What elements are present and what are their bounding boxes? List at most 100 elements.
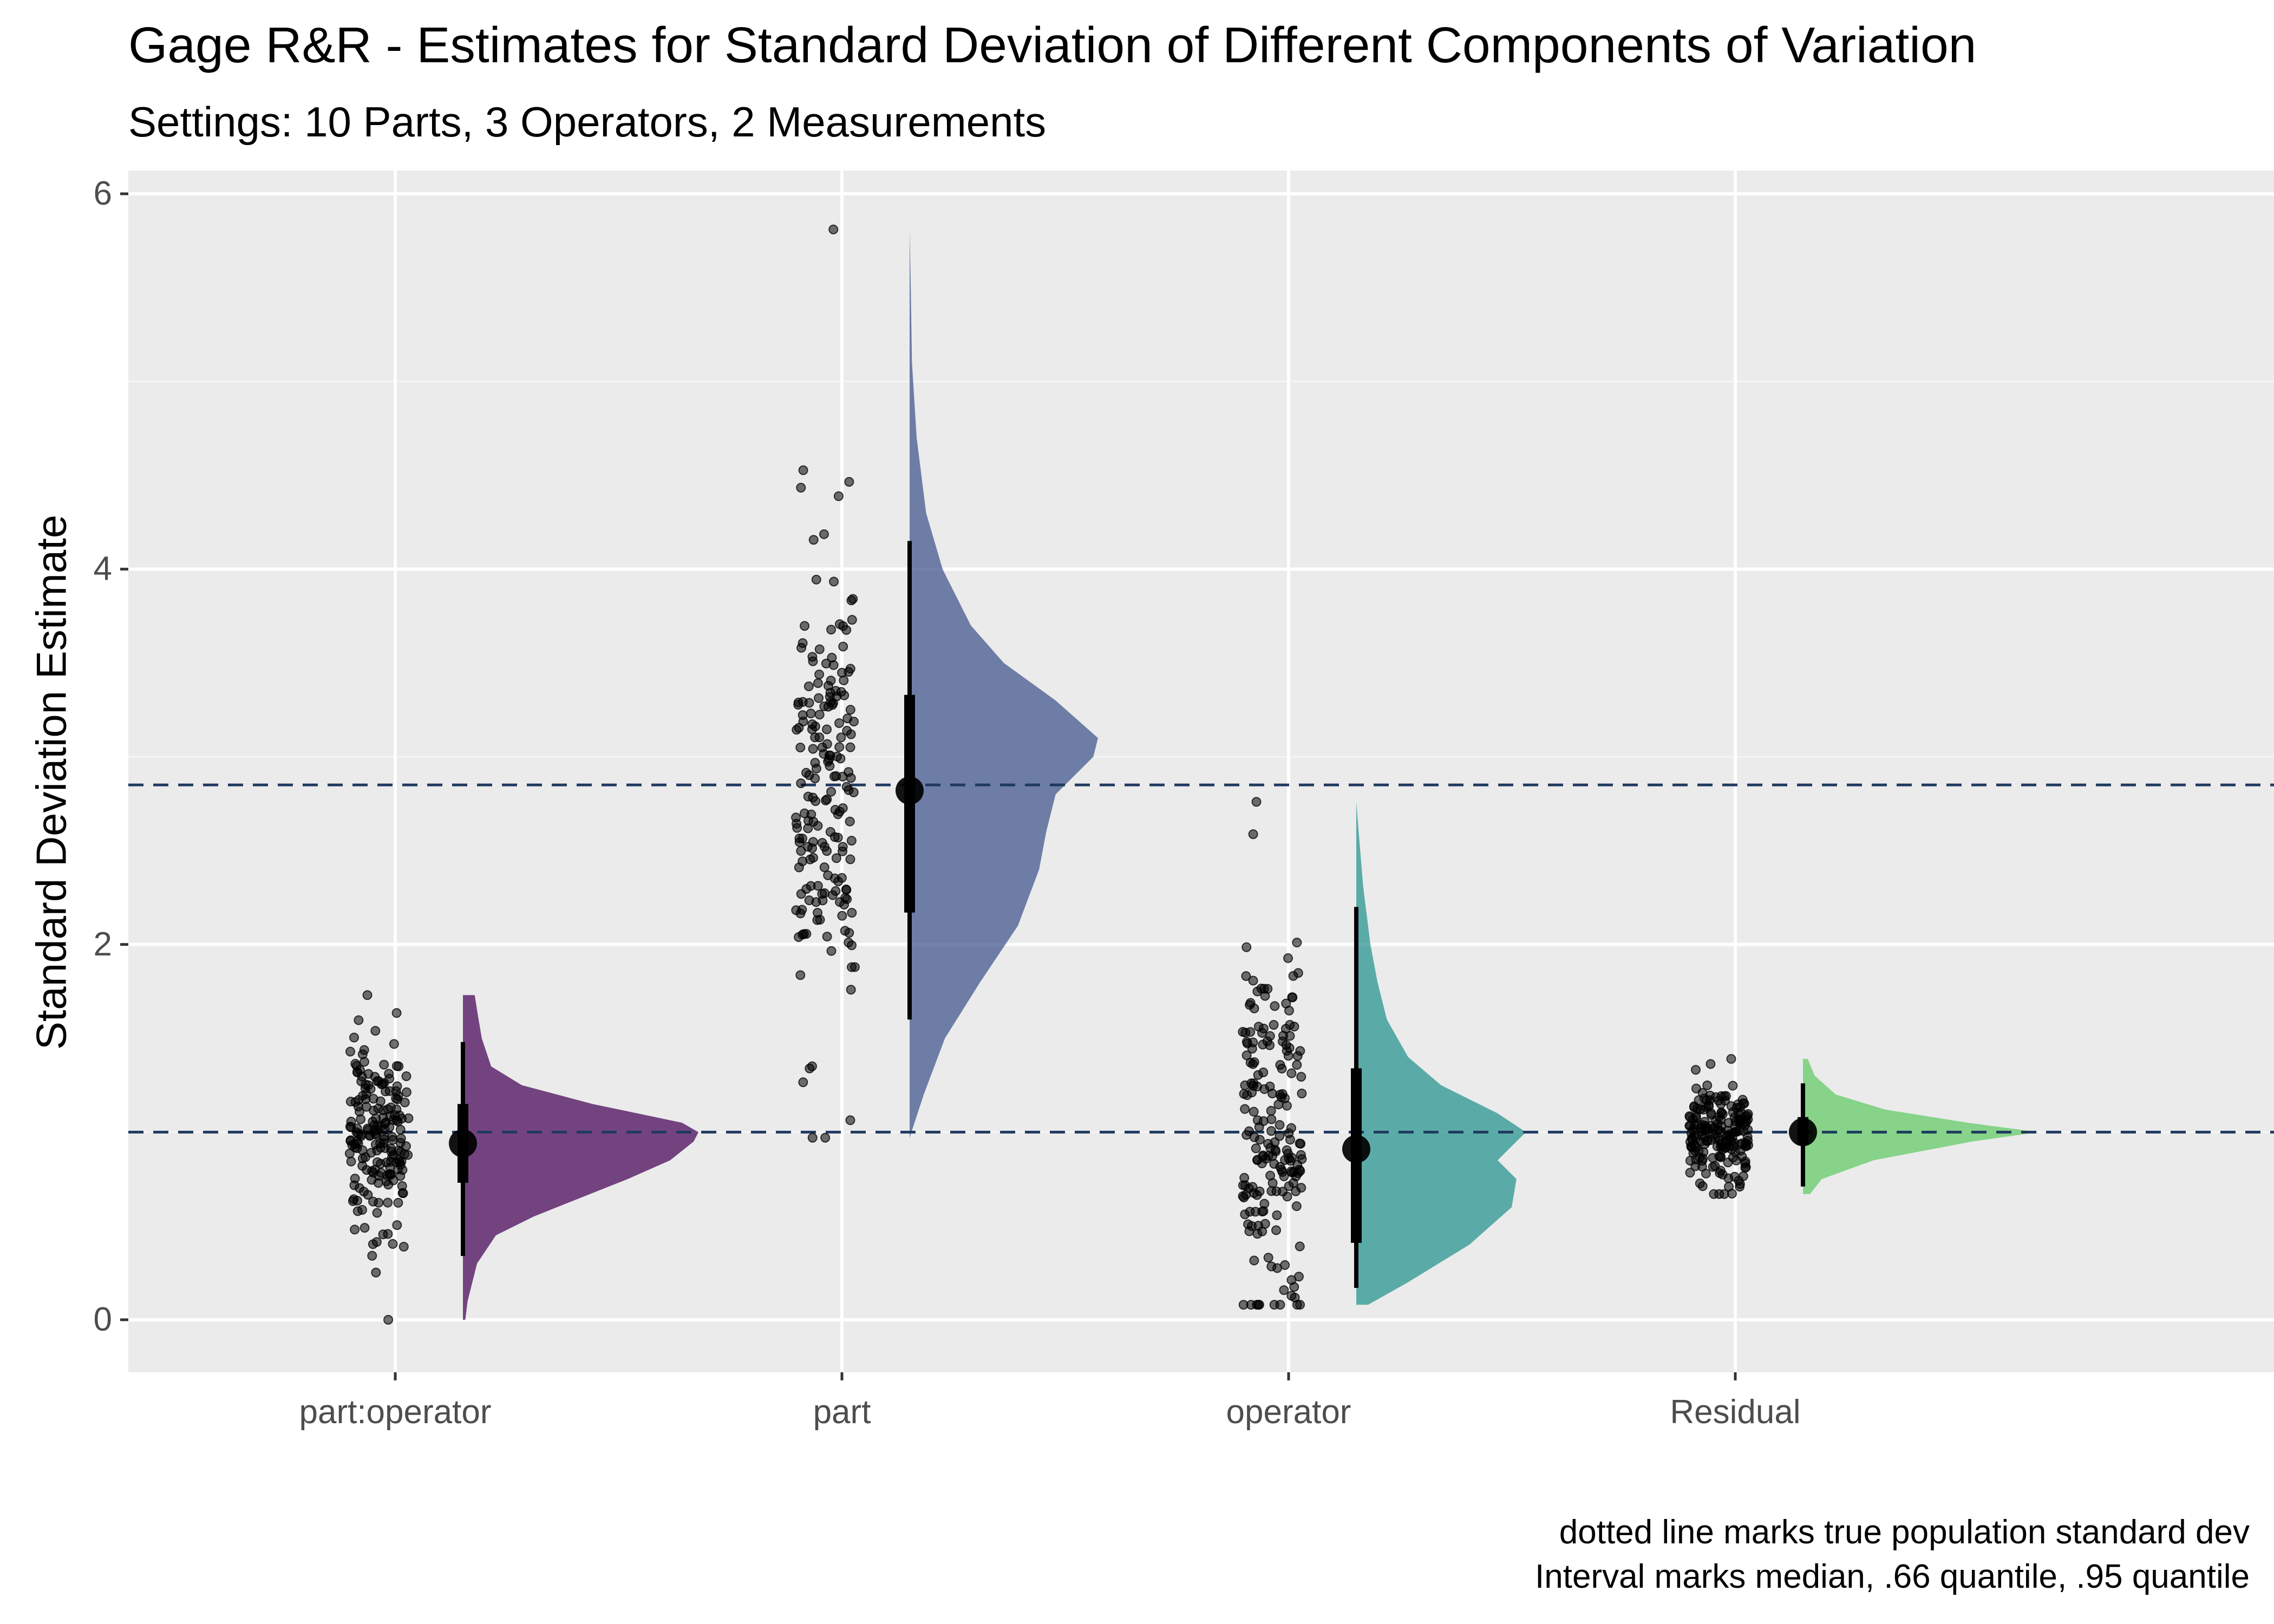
jitter-point	[1732, 1127, 1742, 1137]
jitter-point	[1271, 1225, 1282, 1235]
x-tick-label: part:operator	[299, 1393, 492, 1431]
jitter-point	[1241, 1130, 1252, 1140]
jitter-point	[846, 985, 856, 995]
jitter-point	[1706, 1059, 1716, 1069]
x-tick-label: Residual	[1670, 1393, 1801, 1431]
jitter-point	[383, 1315, 394, 1325]
jitter-point	[808, 535, 819, 545]
jitter-point	[354, 1015, 364, 1025]
jitter-point	[821, 658, 831, 669]
jitter-point	[365, 1130, 375, 1141]
jitter-point	[1726, 1054, 1736, 1064]
jitter-point	[363, 1080, 374, 1090]
jitter-point	[828, 224, 839, 234]
jitter-point	[819, 701, 829, 711]
jitter-point	[838, 803, 848, 813]
jitter-point	[1695, 1178, 1705, 1189]
jitter-point	[1296, 1072, 1306, 1082]
jitter-point	[388, 1175, 398, 1186]
median-point	[896, 776, 924, 805]
jitter-point	[822, 932, 832, 942]
jitter-point	[822, 724, 832, 735]
jitter-point	[1691, 1065, 1701, 1075]
jitter-point	[819, 529, 829, 539]
jitter-point	[846, 729, 856, 739]
jitter-point	[352, 1206, 363, 1216]
jitter-point	[815, 915, 825, 925]
jitter-point	[373, 1178, 383, 1188]
jitter-point	[804, 770, 814, 780]
jitter-point	[393, 1197, 403, 1208]
jitter-point	[1259, 1199, 1270, 1209]
jitter-point	[1275, 1120, 1285, 1130]
jitter-point	[1297, 1088, 1307, 1098]
jitter-point	[345, 1136, 356, 1146]
jitter-point	[825, 687, 835, 698]
jitter-point	[817, 742, 827, 752]
jitter-point	[372, 1145, 382, 1156]
jitter-point	[368, 1168, 378, 1178]
x-tick-label: operator	[1226, 1393, 1351, 1431]
jitter-point	[1240, 1209, 1250, 1220]
jitter-point	[1259, 1084, 1270, 1094]
jitter-point	[1721, 1136, 1731, 1146]
jitter-point	[1288, 971, 1298, 981]
jitter-point	[798, 697, 808, 707]
jitter-point	[1285, 1020, 1295, 1030]
jitter-point	[1726, 1101, 1736, 1111]
jitter-point	[834, 619, 845, 629]
jitter-point	[1260, 1219, 1270, 1229]
jitter-point	[826, 625, 837, 635]
jitter-point	[368, 1239, 378, 1249]
jitter-point	[362, 990, 373, 1000]
jitter-point	[796, 846, 806, 856]
jitter-point	[1296, 1150, 1306, 1160]
jitter-point	[1238, 1191, 1248, 1201]
jitter-point	[1685, 1168, 1695, 1178]
jitter-point	[1286, 1068, 1297, 1078]
jitter-point	[1733, 1108, 1743, 1118]
jitter-point	[1254, 1300, 1264, 1310]
jitter-point	[814, 644, 825, 654]
jitter-point	[403, 1113, 414, 1123]
jitter-point	[845, 1115, 855, 1125]
jitter-point	[1734, 1176, 1744, 1186]
jitter-point	[796, 482, 806, 493]
jitter-point	[838, 641, 848, 652]
jitter-point	[357, 1154, 368, 1164]
jitter-point	[1287, 992, 1297, 1003]
jitter-point	[1241, 1050, 1252, 1060]
density-clouds	[463, 229, 2038, 1320]
jitter-point	[1699, 1093, 1709, 1104]
plot-panel	[128, 171, 2274, 1372]
jitter-point	[1716, 1107, 1727, 1117]
jitter-point	[839, 900, 850, 910]
jitter-point	[372, 1157, 382, 1167]
jitter-point	[1241, 971, 1251, 981]
jitter-points	[344, 224, 1754, 1325]
jitter-point	[396, 1134, 406, 1144]
jitter-point	[841, 782, 852, 792]
jitter-point	[393, 1094, 403, 1104]
interval-marks	[449, 541, 1817, 1288]
jitter-point	[388, 1239, 398, 1249]
jitter-point	[844, 477, 854, 487]
jitter-point	[373, 1104, 383, 1114]
jitter-point	[1720, 1096, 1730, 1106]
jitter-point	[846, 835, 857, 846]
jitter-point	[1247, 1044, 1257, 1054]
jitter-point	[841, 885, 851, 895]
jitter-point	[389, 1110, 400, 1121]
jitter-point	[1293, 1168, 1303, 1178]
jitter-point	[1709, 1189, 1719, 1199]
y-tick-label: 0	[93, 1301, 112, 1338]
jitter-point	[838, 846, 848, 856]
chart-subtitle: Settings: 10 Parts, 3 Operators, 2 Measu…	[128, 98, 1047, 146]
jitter-point	[808, 793, 818, 803]
jitter-point	[1265, 1031, 1275, 1041]
jitter-point	[401, 1141, 411, 1151]
jitter-point	[383, 1104, 393, 1114]
jitter-point	[1715, 1152, 1726, 1162]
jitter-point	[352, 1067, 362, 1077]
jitter-point	[1275, 1131, 1285, 1141]
